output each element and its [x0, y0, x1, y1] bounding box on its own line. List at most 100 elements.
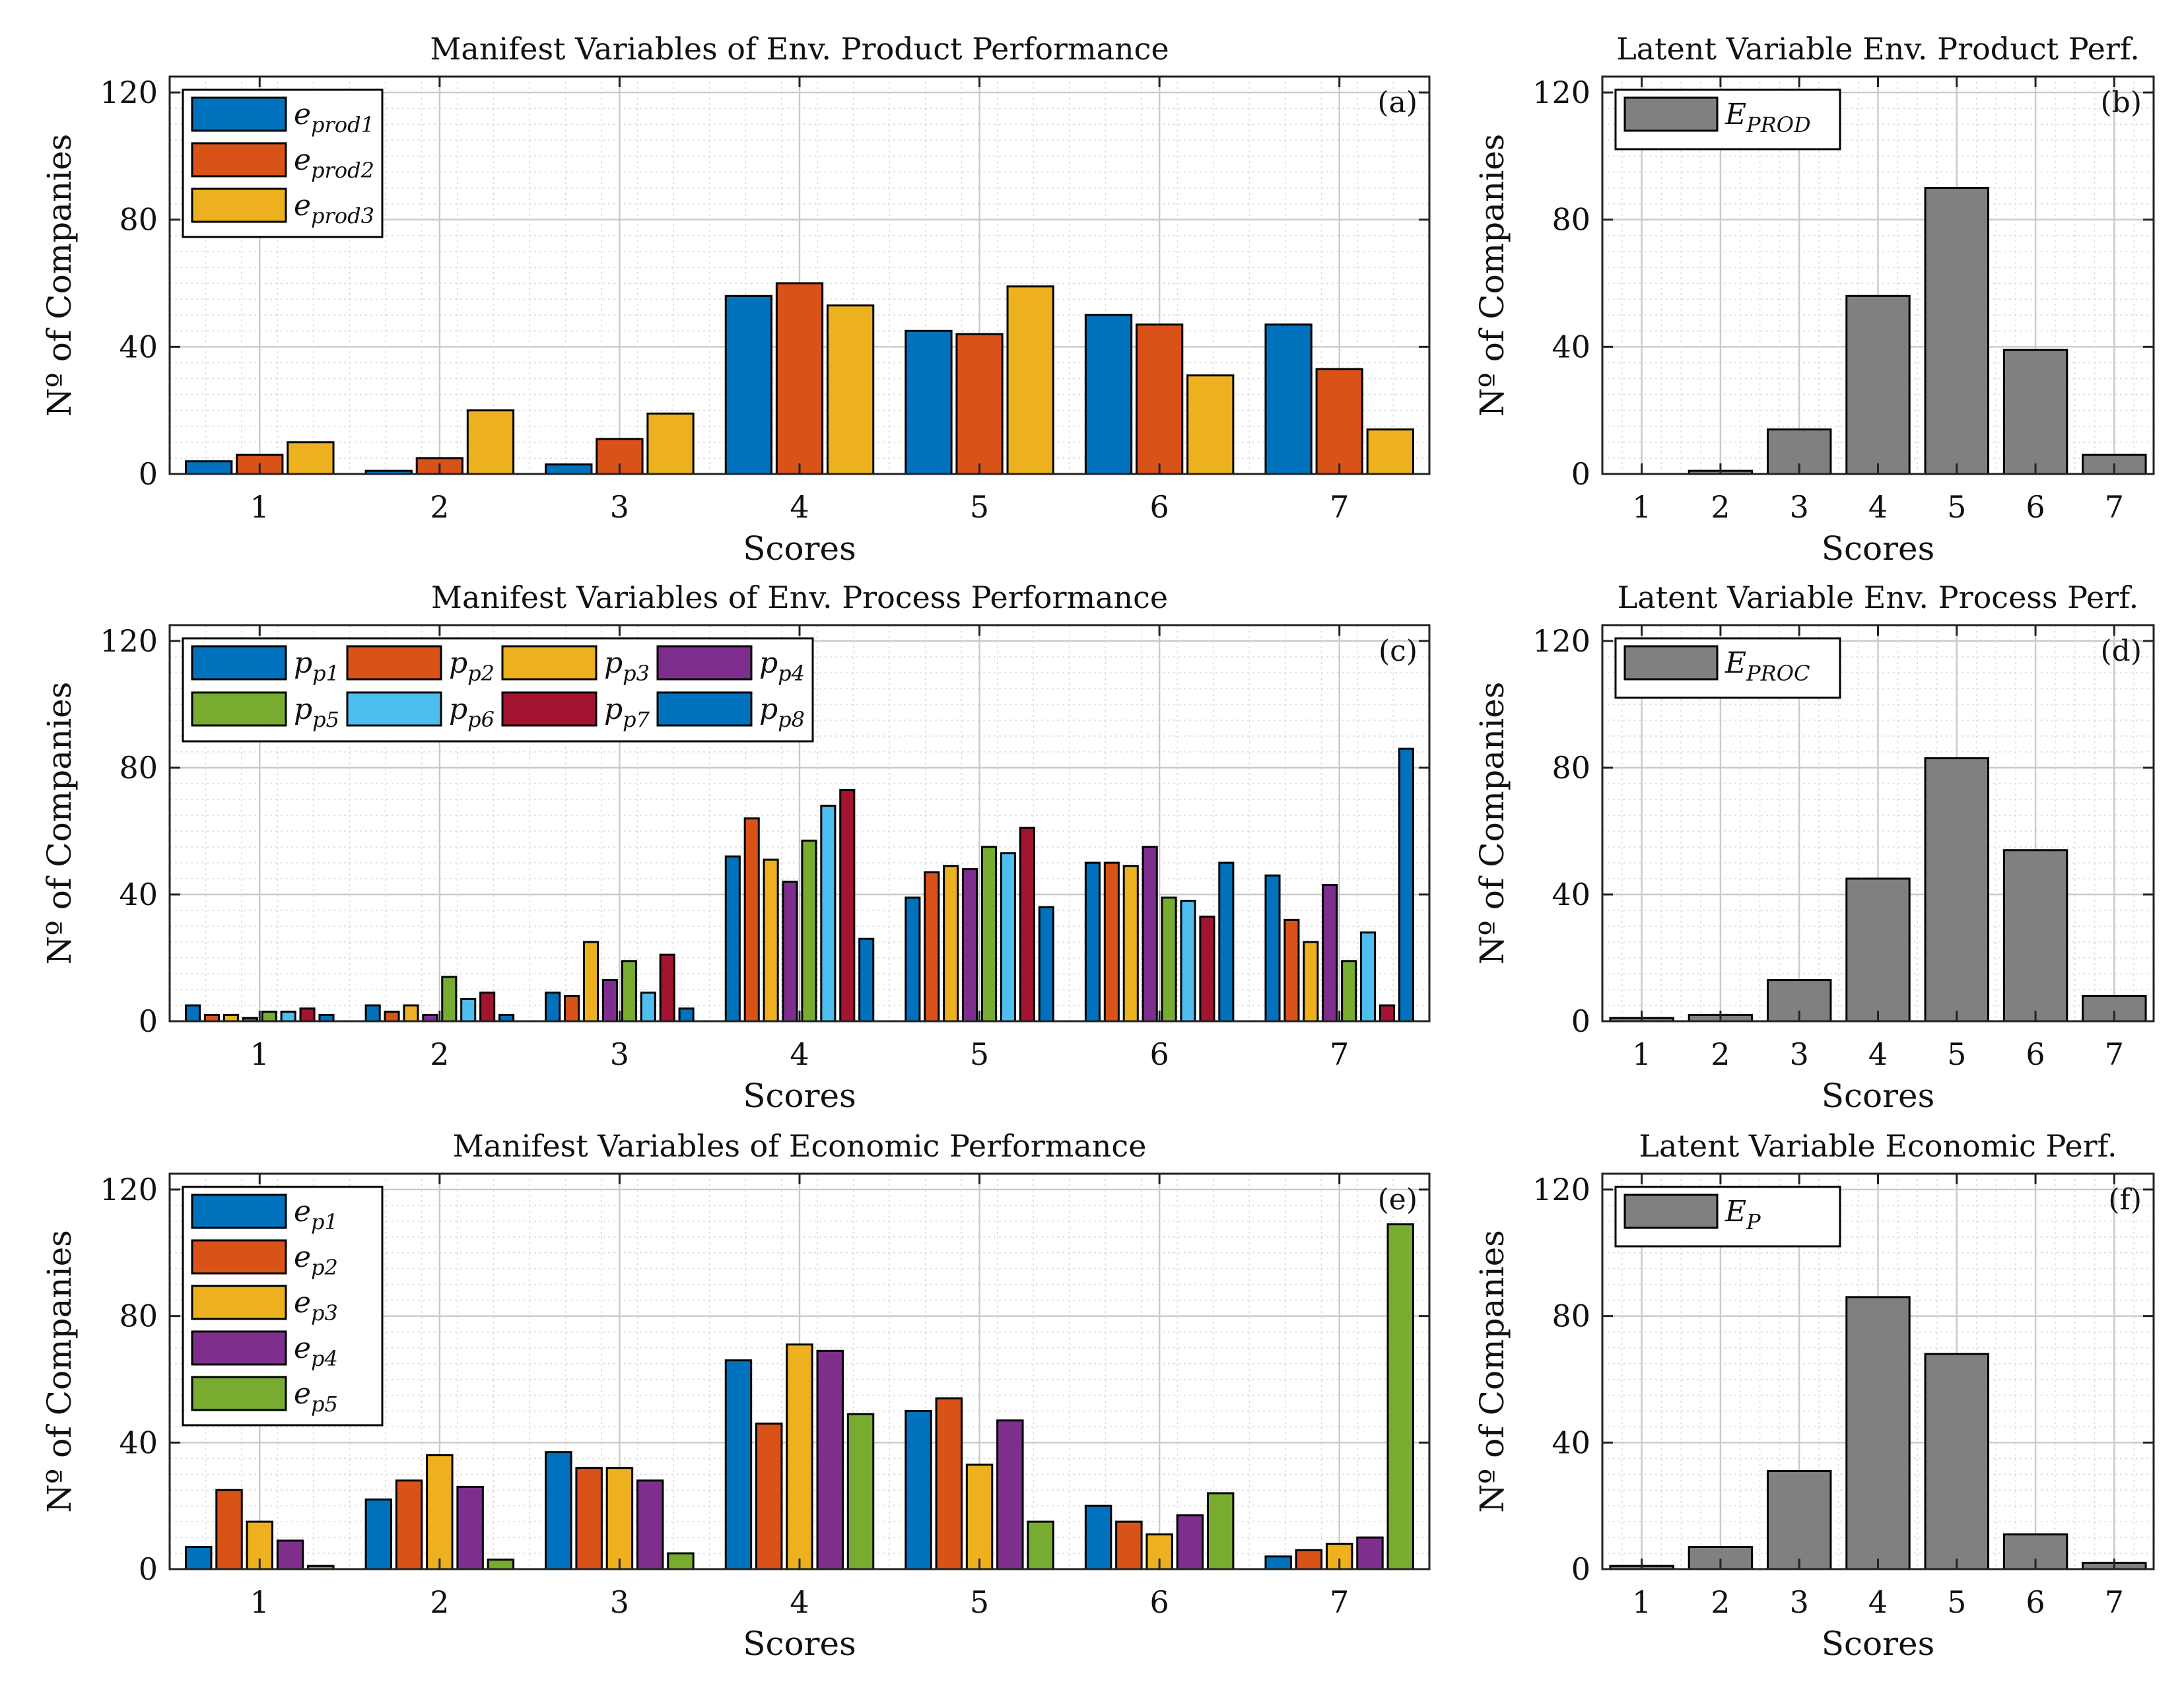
bar-a-s1-c5	[904, 329, 953, 475]
bar-e-s2-c4	[755, 1423, 783, 1570]
bar-c-s6-c7	[1360, 931, 1377, 1023]
bar-c-s7-c3	[659, 953, 675, 1023]
bar-c-s1-c5	[904, 896, 921, 1023]
ytick-label: 40	[119, 329, 158, 364]
xtick-label: 4	[790, 1036, 809, 1072]
legend-entry-sub: prod2	[311, 158, 374, 183]
legend-entry-base: e	[294, 1195, 311, 1228]
legend-entry: ep5	[294, 1377, 338, 1417]
legend-swatch	[191, 1376, 287, 1411]
bar-c-s7-c2	[479, 992, 496, 1023]
legend-entry-sub: p5	[312, 707, 339, 732]
legend-swatch	[191, 1239, 287, 1275]
bars-a	[185, 282, 1414, 475]
bar-e-s1-c7	[1264, 1555, 1292, 1570]
xtick-label: 5	[1947, 1036, 1966, 1072]
legend-entry-base: e	[294, 189, 311, 222]
legend-entry-sub: PROC	[1746, 661, 1810, 686]
bar-c-s7-c6	[1199, 916, 1215, 1023]
legend-entry-sub: p8	[778, 707, 805, 732]
panel-label: (f)	[2108, 1183, 2142, 1217]
legend-entry: EPROC	[1724, 646, 1810, 686]
legend-swatch	[656, 691, 753, 727]
xtick-label: 6	[2026, 1036, 2045, 1072]
xtick-label: 7	[1330, 489, 1349, 525]
xtick-label: 4	[790, 1584, 809, 1620]
bar-e-s3-c3	[605, 1467, 634, 1570]
legend-entry-sub: p3	[623, 661, 650, 686]
legend-swatch	[191, 1194, 287, 1229]
ytick-label: 80	[119, 1298, 158, 1334]
xtick-label: 3	[610, 1584, 629, 1620]
bar-c-s3-c6	[1122, 865, 1139, 1023]
legend-entry-sub: p6	[467, 707, 495, 732]
bar-c-s6-c4	[820, 805, 836, 1023]
chart-title: Latent Variable Economic Perf.	[1639, 1128, 2117, 1164]
ytick-label: 0	[1571, 1003, 1590, 1039]
bar-f-s1-c5	[1924, 1353, 1990, 1570]
ytick-label: 120	[1532, 75, 1590, 110]
legend-f: EP	[1614, 1186, 1841, 1248]
legend-swatch	[191, 187, 287, 223]
legend-entry-base: p	[759, 646, 778, 680]
chart-f: 0 40 80 120 1 2 3 4 5 6 7 Latent Variable Economic …	[1473, 1128, 2155, 1663]
xtick-label: 6	[1150, 489, 1169, 525]
chart-title: Latent Variable Env. Process Perf.	[1618, 580, 2139, 615]
legend-entry-base: e	[294, 1240, 311, 1274]
chart-title: Latent Variable Env. Product Perf.	[1616, 31, 2140, 67]
bar-c-s1-c1	[185, 1004, 201, 1023]
xtick-label: 6	[2026, 1584, 2045, 1620]
bar-c-s1-c7	[1264, 874, 1281, 1023]
panel-label: (b)	[2101, 86, 2142, 119]
legend-entry: EP	[1724, 1195, 1761, 1234]
bar-c-s8-c5	[1038, 906, 1054, 1023]
xtick-label: 7	[2105, 1036, 2124, 1072]
bar-a-s2-c5	[955, 333, 1004, 475]
ytick-label: 40	[119, 877, 158, 912]
legend-entry: ep2	[294, 1240, 338, 1280]
xtick-label: 7	[2105, 489, 2124, 525]
bar-e-s4-c1	[276, 1539, 304, 1570]
bar-e-s2-c3	[575, 1467, 603, 1570]
legend-entry: pp3	[604, 646, 650, 686]
bars-f	[1609, 1296, 2147, 1570]
x-axis-label: Scores	[1822, 529, 1935, 568]
ytick-label: 80	[119, 750, 158, 786]
legend-entry-base: p	[604, 692, 623, 726]
y-axis-label: Nº of Companies	[1473, 682, 1511, 965]
xtick-label: 2	[430, 1584, 449, 1620]
legend-swatch	[191, 96, 287, 132]
legend-swatch	[191, 645, 287, 681]
legend-entry-sub: p5	[311, 1392, 338, 1417]
legend-entry-base: E	[1724, 646, 1746, 680]
bar-c-s3-c5	[943, 865, 959, 1023]
bar-c-s2-c6	[1103, 861, 1120, 1023]
bar-e-s1-c3	[545, 1451, 572, 1570]
xtick-label: 2	[430, 489, 449, 525]
ytick-label: 80	[1552, 750, 1590, 786]
bar-c-s5-c1	[261, 1011, 277, 1023]
legend-swatch	[501, 691, 597, 727]
legend-entry-base: E	[1724, 1195, 1746, 1228]
bar-c-s1-c6	[1084, 861, 1101, 1023]
xtick-label: 2	[430, 1036, 449, 1072]
bar-e-s2-c2	[395, 1479, 423, 1570]
legend-entry: pp1	[294, 646, 339, 686]
x-axis-label: Scores	[743, 1625, 856, 1663]
bar-c-s3-c2	[403, 1004, 419, 1023]
legend-entry-sub: p1	[312, 661, 339, 686]
legend-entry-sub: PROD	[1746, 112, 1811, 137]
ytick-label: 120	[1532, 1172, 1590, 1207]
bar-c-s6-c1	[280, 1011, 296, 1023]
legend-entry-sub: P	[1746, 1209, 1761, 1234]
legend-entry-sub: prod3	[311, 203, 374, 228]
bar-c-s7-c7	[1379, 1004, 1396, 1023]
bars-e	[185, 1223, 1414, 1570]
ytick-label: 80	[1552, 1298, 1590, 1334]
legend-entry: eprod2	[294, 143, 374, 183]
legend-entry: ep1	[294, 1195, 338, 1234]
bar-e-s5-c6	[1206, 1492, 1235, 1570]
bar-e-s2-c5	[935, 1397, 963, 1570]
legend-entry-base: p	[449, 692, 467, 726]
